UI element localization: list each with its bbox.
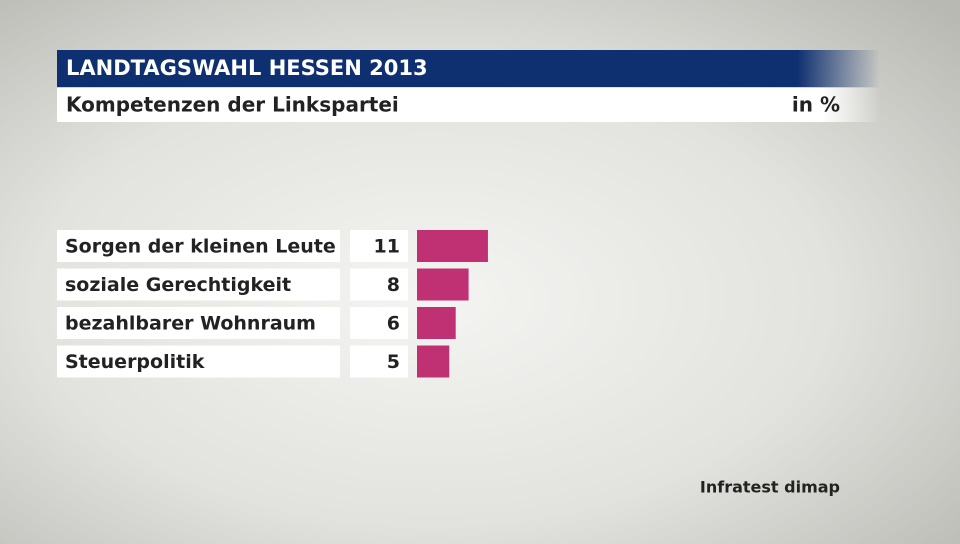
label-box [57, 307, 340, 339]
category-label: Sorgen der kleinen Leute [65, 236, 336, 258]
source: Infratest dimap [700, 478, 840, 497]
value-label: 8 [387, 274, 400, 296]
subtitle-bar [57, 88, 880, 122]
value-box [350, 268, 408, 301]
value-box [350, 307, 408, 339]
unit-label: in % [792, 93, 840, 117]
header-bar [57, 50, 880, 87]
category-label: bezahlbarer Wohnraum [65, 313, 316, 335]
value-box [350, 345, 408, 378]
value-label: 11 [374, 236, 400, 258]
bar [417, 307, 456, 339]
bar [417, 268, 469, 301]
chart-subtitle: Kompetenzen der Linkspartei [66, 93, 399, 117]
label-box [57, 268, 340, 301]
value-box [350, 230, 408, 262]
bar [417, 230, 488, 262]
label-box [57, 345, 340, 378]
value-label: 5 [387, 351, 400, 373]
category-label: soziale Gerechtigkeit [65, 274, 291, 296]
chart-title: LANDTAGSWAHL HESSEN 2013 [66, 56, 428, 80]
category-label: Steuerpolitik [65, 351, 205, 373]
label-box [57, 230, 340, 262]
bar [417, 345, 450, 378]
value-label: 6 [387, 313, 400, 335]
